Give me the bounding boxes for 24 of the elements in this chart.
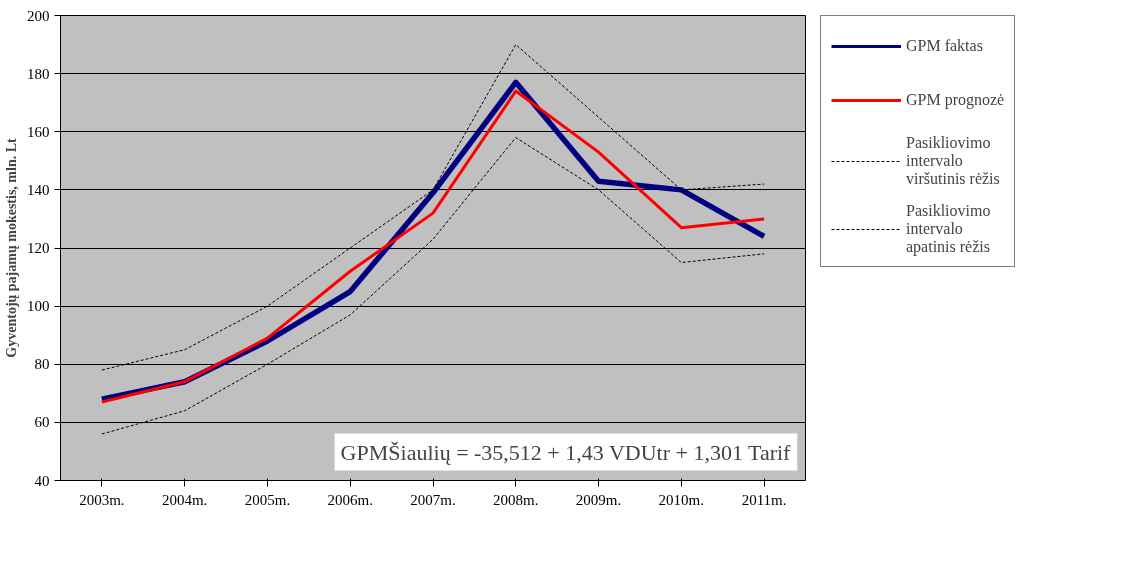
legend-label: Pasikliovimo intervalo viršutinis rėžis [906,134,1000,188]
legend-label: GPM prognozė [906,90,1005,111]
y-tick-label: 160 [27,123,50,140]
x-tick-label: 2005m. [244,491,291,508]
x-tick-label: 2011m. [741,491,787,508]
x-tick-label: 2006m. [327,491,373,508]
annotation: GPMŠiaulių = -35,512 + 1,43 VDUtr + 1,301 Tarif [340,439,792,465]
x-tick-label: 2004m. [161,491,208,508]
y-tick-label: 100 [27,298,50,315]
y-tick-label: 40 [34,472,50,489]
y-tick-label: 200 [27,7,50,24]
x-tick-label: 2003m. [79,491,125,508]
x-tick-label: 2007m. [410,491,456,508]
y-tick-label: 60 [34,414,50,431]
y-tick-label: 120 [27,240,50,256]
y-tick-label: 80 [34,356,50,373]
x-tick-label: 2010m. [658,491,705,508]
x-tick-label: 2009m. [575,491,622,508]
x-tick-label: 2008m. [493,491,539,508]
y-tick-label: 140 [27,181,50,198]
legend-label: Pasikliovimo intervalo apatinis rėžis [906,202,991,256]
y-axis-title: Gyventojų pajamų mokestis, mln. Lt [4,137,19,358]
y-tick-label: 180 [27,65,50,82]
legend-label: GPM faktas [906,36,983,56]
